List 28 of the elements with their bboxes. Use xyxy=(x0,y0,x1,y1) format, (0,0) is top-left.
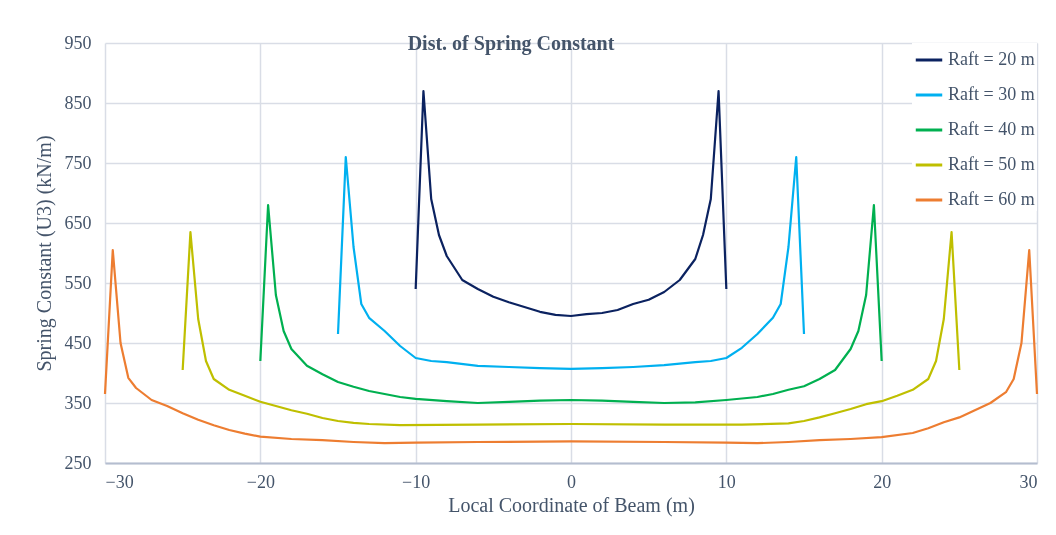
line-series xyxy=(103,248,1039,445)
x-tick-label: −20 xyxy=(246,471,275,492)
y-tick-label: 450 xyxy=(64,332,92,353)
legend-label: Raft = 30 m xyxy=(948,84,1035,104)
y-tick-label: 850 xyxy=(64,92,92,113)
x-tick-label: 30 xyxy=(1019,471,1038,492)
y-tick-label: 950 xyxy=(64,32,92,53)
line-series xyxy=(181,230,961,427)
line-series xyxy=(259,203,883,405)
legend-label: Raft = 60 m xyxy=(948,189,1035,209)
x-axis-title: Local Coordinate of Beam (m) xyxy=(448,493,695,517)
legend-label: Raft = 40 m xyxy=(948,119,1035,139)
x-tick-label: 20 xyxy=(873,471,892,492)
y-tick-label: 750 xyxy=(64,152,92,173)
legend-label: Raft = 50 m xyxy=(948,154,1035,174)
x-tick-label: −10 xyxy=(402,471,431,492)
x-tick-label: 10 xyxy=(717,471,736,492)
line-series xyxy=(336,155,806,370)
x-tick-label: −30 xyxy=(105,471,134,492)
y-tick-label: 250 xyxy=(64,452,92,473)
y-axis-title: Spring Constant (U3) (kN/m) xyxy=(32,135,56,372)
y-tick-label: 650 xyxy=(64,212,92,233)
chart-title: Dist. of Spring Constant xyxy=(407,32,615,55)
legend-label: Raft = 20 m xyxy=(948,49,1035,69)
y-tick-label: 550 xyxy=(64,272,92,293)
x-tick-label: 0 xyxy=(567,471,576,492)
line-series xyxy=(414,89,728,318)
y-tick-label: 350 xyxy=(64,392,92,413)
